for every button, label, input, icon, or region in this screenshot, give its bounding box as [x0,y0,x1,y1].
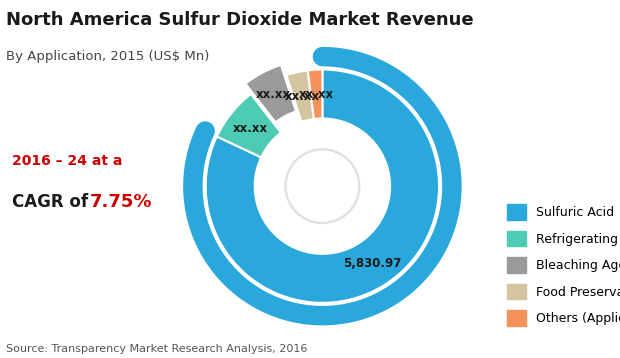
Text: North America Sulfur Dioxide Market Revenue: North America Sulfur Dioxide Market Reve… [6,11,474,29]
Circle shape [288,151,357,221]
Text: CAGR of: CAGR of [12,193,89,211]
Circle shape [285,149,360,223]
Wedge shape [246,65,296,122]
Legend: Sulfuric Acid, Refrigerating Agent, Bleaching Agent, Food Preservative, Others (: Sulfuric Acid, Refrigerating Agent, Blea… [502,199,620,330]
Text: xx.xx: xx.xx [299,88,334,101]
Wedge shape [308,69,322,119]
Wedge shape [286,71,314,122]
Text: xx.xx: xx.xx [256,88,291,101]
Text: By Application, 2015 (US$ Mn): By Application, 2015 (US$ Mn) [6,50,210,63]
Text: 2016 – 24 at a: 2016 – 24 at a [12,154,123,168]
Text: xx.xx: xx.xx [285,90,320,103]
Text: 5,830.97: 5,830.97 [343,257,401,271]
Wedge shape [206,69,439,303]
Wedge shape [217,94,281,158]
Text: xx.xx: xx.xx [233,122,268,135]
Text: Source: Transparency Market Research Analysis, 2016: Source: Transparency Market Research Ana… [6,344,308,354]
Text: 7.75%: 7.75% [90,193,153,211]
Circle shape [290,154,355,219]
